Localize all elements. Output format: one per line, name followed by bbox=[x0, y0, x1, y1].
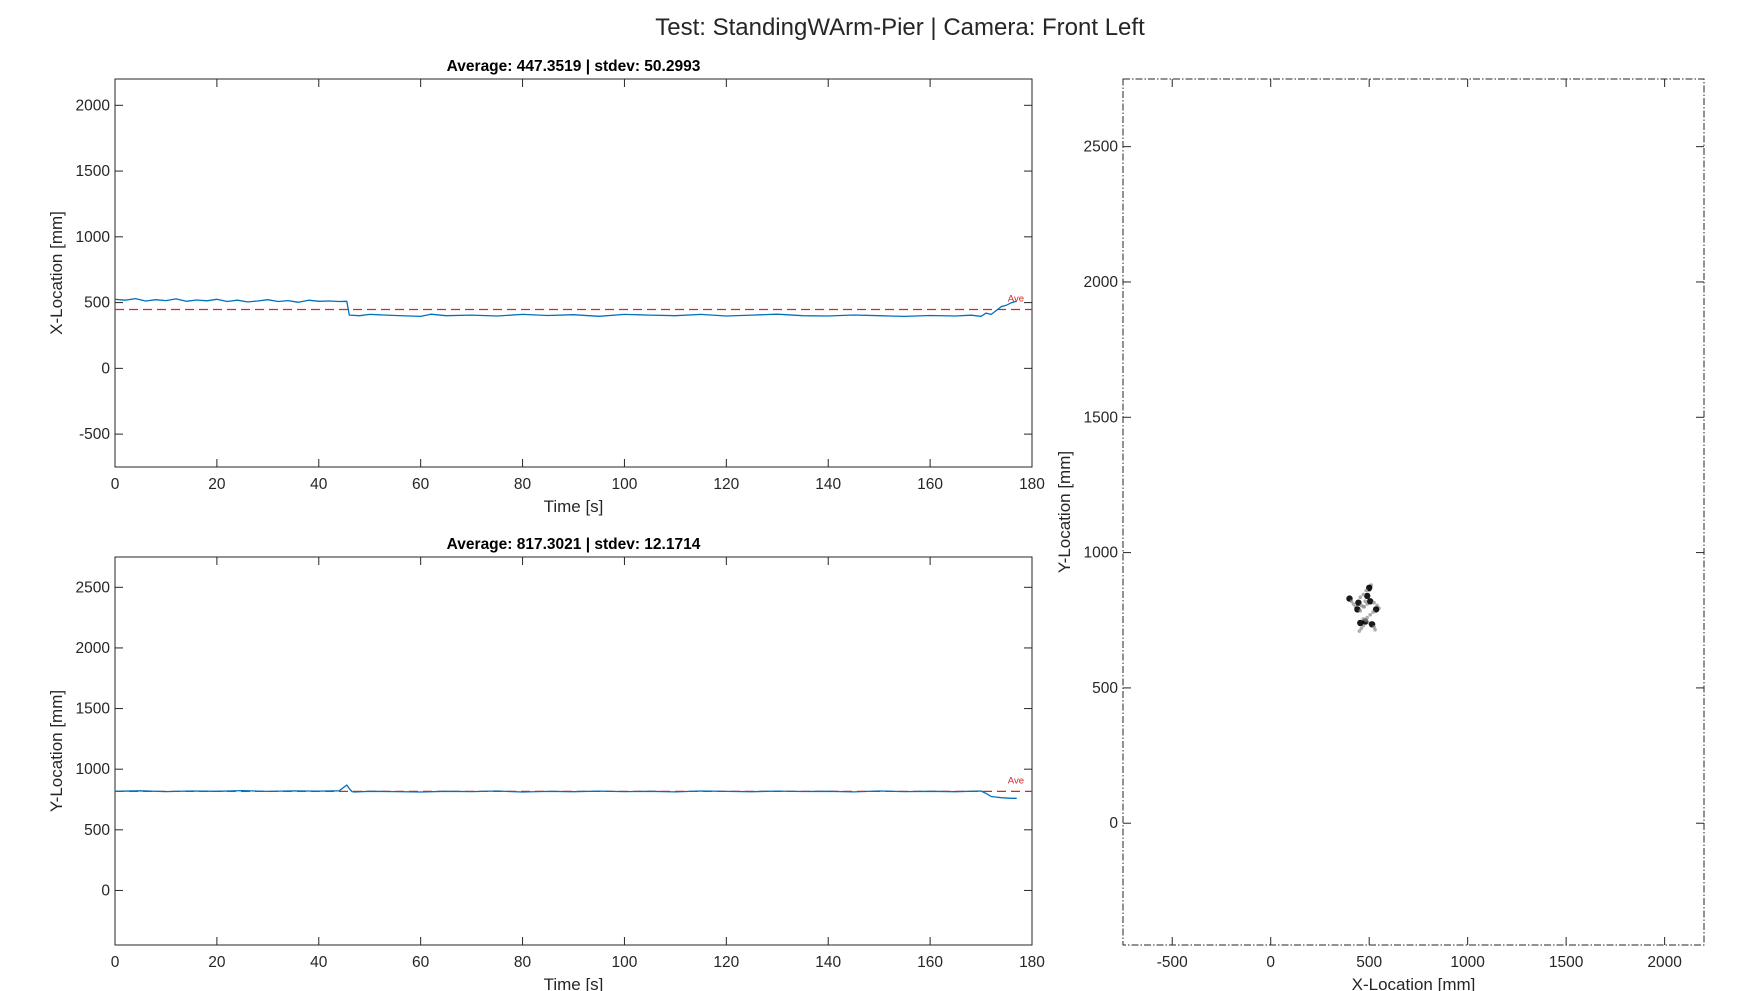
x-tick-label: 60 bbox=[412, 476, 430, 493]
y-tick-label: 2500 bbox=[76, 579, 111, 596]
y-tick-label: 0 bbox=[101, 882, 110, 899]
x-axis-label: Time [s] bbox=[544, 497, 604, 516]
series-line bbox=[114, 297, 1017, 318]
axes-box bbox=[114, 78, 1033, 468]
xy-location-plot: -500 0 500 1000 1500 2000 0 500 1000 1500 2000 2500… bbox=[1055, 78, 1705, 991]
x-tick-label: 500 bbox=[1356, 954, 1382, 971]
location-point bbox=[1358, 595, 1363, 599]
x-tick-label: 0 bbox=[111, 954, 120, 971]
x-tick-label: 180 bbox=[1019, 954, 1045, 971]
y-tick-label: 1500 bbox=[1084, 409, 1119, 426]
axes-box bbox=[114, 556, 1033, 946]
y-tick-label: 0 bbox=[101, 360, 110, 377]
y-tick-label: 1500 bbox=[76, 163, 111, 180]
location-point bbox=[1362, 604, 1367, 609]
plot-title: Average: 817.3021 | stdev: 12.1714 bbox=[447, 536, 701, 553]
location-point bbox=[1357, 629, 1362, 633]
location-point bbox=[1358, 609, 1363, 613]
x-tick-label: 40 bbox=[310, 476, 328, 493]
x-tick-label: 140 bbox=[815, 476, 841, 493]
x-tick-label: 0 bbox=[111, 476, 120, 493]
location-point bbox=[1361, 617, 1366, 621]
y-tick-label: -500 bbox=[79, 426, 110, 443]
location-point bbox=[1349, 599, 1354, 604]
location-point bbox=[1372, 625, 1376, 629]
y-tick-label: 500 bbox=[84, 295, 110, 312]
x-tick-label: 80 bbox=[514, 954, 532, 971]
location-point bbox=[1357, 619, 1364, 627]
series-line bbox=[114, 784, 1017, 799]
y-tick-label: 1000 bbox=[76, 761, 111, 778]
x-tick-label: 140 bbox=[815, 954, 841, 971]
x-location-time-plot: 0 20 40 60 80 100 120 140 160 180 -500 0 500 1000 1500… bbox=[47, 58, 1045, 516]
x-tick-label: 100 bbox=[612, 954, 638, 971]
location-point bbox=[1363, 599, 1367, 604]
y-tick-label: 2500 bbox=[1084, 139, 1119, 156]
y-location-time-plot: 0 20 40 60 80 100 120 140 160 180 0 500 1000 1500 2000… bbox=[47, 536, 1045, 991]
axes-box bbox=[1122, 78, 1705, 946]
y-tick-label: 500 bbox=[84, 822, 110, 839]
x-tick-label: 160 bbox=[917, 954, 943, 971]
location-point bbox=[1365, 615, 1369, 620]
x-tick-label: 1500 bbox=[1549, 954, 1584, 971]
location-point bbox=[1361, 592, 1366, 597]
x-tick-label: 2000 bbox=[1647, 954, 1682, 971]
x-tick-label: 1000 bbox=[1450, 954, 1485, 971]
location-point bbox=[1351, 602, 1356, 606]
x-tick-label: 20 bbox=[208, 954, 226, 971]
y-tick-label: 2000 bbox=[76, 640, 111, 657]
location-point bbox=[1373, 627, 1377, 632]
location-point bbox=[1359, 626, 1364, 631]
y-axis-label: X-Location [mm] bbox=[47, 211, 66, 335]
plot-title: Average: 447.3519 | stdev: 50.2993 bbox=[447, 58, 701, 75]
location-point bbox=[1371, 610, 1375, 614]
y-tick-label: 500 bbox=[1092, 680, 1118, 697]
y-tick-label: 2000 bbox=[76, 97, 111, 114]
x-tick-label: -500 bbox=[1157, 954, 1188, 971]
y-tick-label: 1500 bbox=[76, 701, 111, 718]
x-axis-label: Time [s] bbox=[544, 975, 604, 991]
location-point bbox=[1359, 603, 1364, 608]
y-axis-label: Y-Location [mm] bbox=[47, 690, 66, 812]
x-tick-label: 120 bbox=[713, 476, 739, 493]
average-label: Ave bbox=[1008, 775, 1024, 786]
x-tick-label: 80 bbox=[514, 476, 532, 493]
figure-title: Test: StandingWArm-Pier | Camera: Front … bbox=[655, 14, 1145, 41]
x-axis-label: X-Location [mm] bbox=[1352, 975, 1476, 991]
x-tick-label: 160 bbox=[917, 476, 943, 493]
x-tick-label: 60 bbox=[412, 954, 430, 971]
y-tick-label: 1000 bbox=[1084, 545, 1119, 562]
y-tick-label: 2000 bbox=[1084, 274, 1119, 291]
y-axis-label: Y-Location [mm] bbox=[1055, 451, 1074, 573]
location-point bbox=[1368, 613, 1372, 617]
location-point bbox=[1364, 588, 1368, 593]
location-point bbox=[1364, 592, 1371, 600]
x-tick-label: 0 bbox=[1266, 954, 1275, 971]
x-tick-label: 100 bbox=[612, 476, 638, 493]
x-tick-label: 40 bbox=[310, 954, 328, 971]
y-tick-label: 0 bbox=[1109, 815, 1118, 832]
y-tick-label: 1000 bbox=[76, 229, 111, 246]
location-point bbox=[1367, 598, 1374, 605]
x-tick-label: 20 bbox=[208, 476, 226, 493]
location-point bbox=[1372, 600, 1376, 605]
x-tick-label: 180 bbox=[1019, 476, 1045, 493]
average-label: Ave bbox=[1008, 294, 1024, 305]
x-tick-label: 120 bbox=[713, 954, 739, 971]
location-point bbox=[1364, 618, 1368, 623]
